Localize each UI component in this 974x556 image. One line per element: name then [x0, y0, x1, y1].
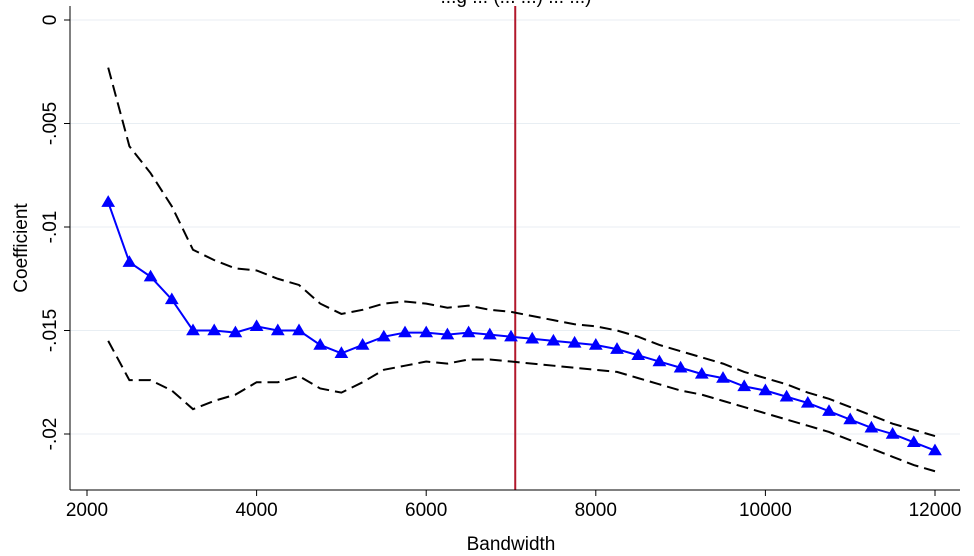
- estimate-point: [164, 292, 179, 305]
- estimate-point: [482, 327, 497, 340]
- estimate-point: [610, 342, 624, 354]
- estimate-point: [694, 366, 709, 379]
- estimate-line: [107, 201, 936, 452]
- upper-ci-line: [107, 67, 936, 438]
- chart-title: ...g ... (... ...) ... ...): [441, 0, 592, 8]
- estimate-point: [779, 389, 794, 402]
- tick-layer: 0 -.005 -.01 -.015 -.02 2000 4000 6000 8000 10000…: [40, 15, 961, 521]
- lower-ci-line: [107, 340, 936, 473]
- estimate-point: [249, 319, 264, 332]
- x-tick-label: 12000: [909, 500, 962, 521]
- estimate-point: [906, 435, 921, 447]
- y-tick-label: -.02: [40, 418, 61, 451]
- estimate-point: [631, 348, 646, 361]
- estimate-point: [504, 329, 518, 342]
- y-tick-label: 0: [40, 15, 61, 26]
- estimate-point: [313, 338, 328, 350]
- estimate-point: [546, 333, 561, 346]
- estimate-point: [270, 323, 285, 336]
- estimate-point: [228, 325, 243, 338]
- estimate-point: [673, 360, 688, 373]
- estimate-point: [843, 412, 858, 425]
- estimate-point: [864, 420, 879, 433]
- x-tick-label: 4000: [235, 500, 277, 521]
- x-tick-label: 2000: [66, 500, 108, 521]
- estimate-point: [419, 325, 434, 338]
- x-tick-label: 8000: [575, 500, 617, 521]
- estimate-point: [376, 329, 391, 342]
- estimate-point: [440, 327, 455, 340]
- estimate-point: [186, 323, 200, 336]
- estimate-point: [355, 338, 370, 350]
- estimate-point: [461, 325, 476, 338]
- estimate-series-layer: [101, 195, 942, 456]
- estimate-point: [567, 335, 582, 348]
- x-axis-label: Bandwidth: [467, 534, 556, 555]
- estimate-point: [716, 371, 730, 383]
- y-tick-label: -.01: [40, 211, 61, 244]
- estimate-point: [207, 323, 222, 336]
- estimate-point: [122, 255, 137, 267]
- x-tick-label: 6000: [405, 500, 447, 521]
- y-tick-label: -.015: [40, 309, 61, 352]
- estimate-point: [292, 323, 306, 336]
- y-tick-label: -.005: [40, 102, 61, 145]
- estimate-point: [143, 269, 158, 282]
- estimate-point: [101, 195, 116, 207]
- estimate-point: [398, 325, 412, 338]
- ci-band-layer: [107, 67, 936, 473]
- estimate-point: [737, 379, 752, 392]
- estimate-point: [334, 346, 349, 358]
- x-tick-label: 10000: [739, 500, 792, 521]
- estimate-point: [800, 395, 815, 408]
- y-axis-label: Coefficient: [11, 203, 32, 293]
- estimate-point: [588, 338, 603, 350]
- estimate-point: [822, 404, 836, 416]
- estimate-point: [928, 443, 942, 456]
- estimate-point: [758, 383, 773, 396]
- estimate-point: [525, 331, 540, 344]
- estimate-point: [885, 427, 900, 439]
- estimate-point: [652, 354, 667, 367]
- axes: [69, 6, 960, 491]
